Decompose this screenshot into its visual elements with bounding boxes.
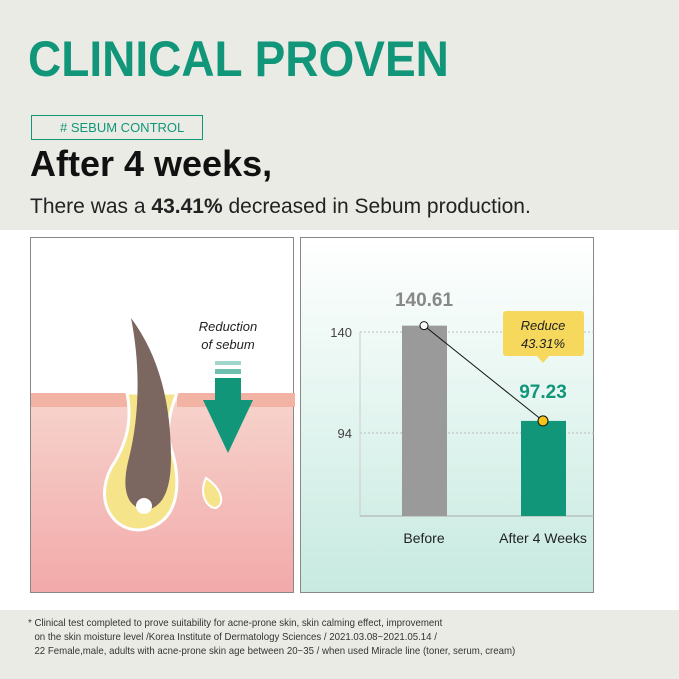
value-label-before: 140.61 — [395, 290, 454, 311]
footnote-line: * Clinical test completed to prove suita… — [28, 617, 443, 629]
subline: There was a 43.41% decreased in Sebum pr… — [30, 195, 531, 218]
svg-text:43.31%: 43.31% — [521, 336, 565, 351]
reduction-label-1: Reduction — [199, 319, 258, 334]
category-label-after: After 4 Weeks — [499, 530, 587, 546]
page-title: CLINICAL PROVEN — [28, 31, 449, 87]
ytick-94: 94 — [338, 426, 352, 441]
value-label-after: 97.23 — [519, 382, 567, 403]
reduction-label-2: of sebum — [201, 337, 255, 352]
point-before — [419, 321, 429, 331]
footnote-line: 22 Female,male, adults with acne-prone s… — [34, 645, 516, 657]
hair-follicle-illustration: Reduction of sebum — [31, 318, 295, 532]
footnote-line: on the skin moisture level /Korea Instit… — [34, 631, 437, 643]
category-label-before: Before — [403, 530, 444, 546]
footnote: * Clinical test completed to prove suita… — [28, 616, 515, 658]
reduce-callout: Reduce 43.31% — [503, 311, 584, 363]
ytick-140: 140 — [330, 325, 352, 340]
point-after — [537, 415, 549, 427]
bar-after — [521, 420, 566, 516]
category-tag: # SEBUM CONTROL — [31, 115, 203, 140]
headline: After 4 weeks, — [30, 143, 273, 184]
illustration-panel: Reduction of sebum — [30, 237, 295, 593]
svg-text:Reduce: Reduce — [521, 318, 566, 333]
bar-before — [402, 325, 447, 516]
down-arrow-icon — [203, 361, 253, 453]
connector-line — [423, 325, 544, 422]
